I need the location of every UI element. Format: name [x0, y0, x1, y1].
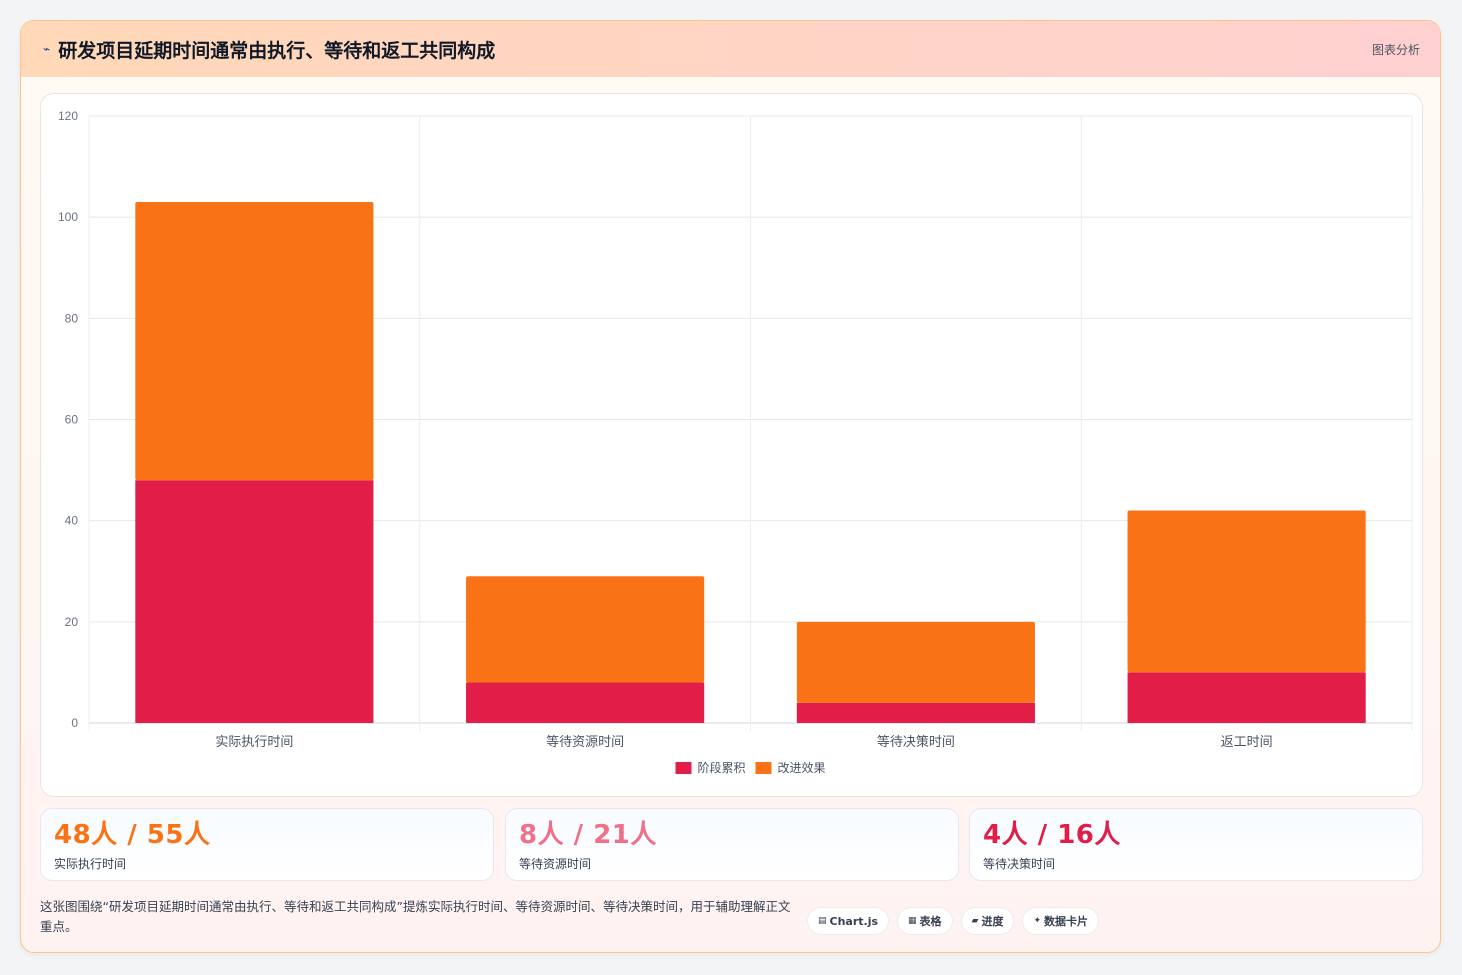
chart-panel: 0 20 40 60 80 100 120 实际执行时间 等待资源时间 等待决策时间 返工时间阶段累…	[40, 93, 1423, 797]
x-tick-label: 实际执行时间	[215, 735, 293, 750]
stat-cards: 48人 / 55人 实际执行时间 8人 / 21人 等待资源时间 4人 / 16…	[40, 808, 1423, 881]
bar-improvement-effect	[796, 621, 1035, 703]
card-header: ⌁ 研发项目延期时间通常由执行、等待和返工共同构成 图表分析	[21, 21, 1440, 77]
stat-value: 4人 / 16人	[983, 820, 1121, 850]
chart-icon: ▤	[818, 916, 827, 926]
bar-stage-accumulation	[796, 702, 1035, 723]
y-tick-label: 120	[58, 109, 78, 123]
chip-chartjs[interactable]: ▤ Chart.js	[807, 907, 890, 935]
y-tick-label: 80	[65, 311, 79, 325]
chart-line-icon: ⌁	[43, 42, 51, 56]
tech-chips: ▤ Chart.js ▦ 表格 ▰ 进度 ✦ 数据卡片	[807, 907, 1100, 935]
chip-table[interactable]: ▦ 表格	[897, 907, 953, 935]
stat-label: 实际执行时间	[54, 857, 127, 871]
stacked-bar-chart: 0 20 40 60 80 100 120 实际执行时间 等待资源时间 等待决策时间 返工时间阶段累…	[58, 109, 1413, 775]
y-tick-label: 60	[65, 413, 79, 427]
chip-progress[interactable]: ▰ 进度	[960, 907, 1015, 935]
bar-stage-accumulation	[1127, 672, 1366, 723]
chart-card: ⌁ 研发项目延期时间通常由执行、等待和返工共同构成 图表分析 0 20 40 60 80…	[20, 20, 1441, 953]
x-tick-label: 返工时间	[1221, 735, 1273, 750]
x-tick-label: 等待资源时间	[546, 734, 624, 750]
chip-label: Chart.js	[829, 914, 879, 928]
bar-improvement-effect	[1127, 510, 1366, 673]
legend-swatch	[755, 762, 772, 774]
bar-improvement-effect	[135, 201, 374, 481]
progress-icon: ▰	[971, 916, 979, 926]
y-tick-label: 0	[71, 716, 78, 730]
stat-card-decision-wait: 4人 / 16人 等待决策时间	[969, 808, 1423, 881]
bar-stage-accumulation	[135, 480, 374, 723]
y-tick-label: 100	[58, 210, 78, 224]
legend-label: 改进效果	[778, 760, 826, 775]
chip-label: 进度	[981, 915, 1004, 928]
sparkle-icon: ✦	[1033, 916, 1042, 926]
legend-label: 阶段累积	[698, 760, 746, 775]
bar-stage-accumulation	[466, 682, 705, 723]
chart-title: 研发项目延期时间通常由执行、等待和返工共同构成	[58, 39, 496, 62]
stat-card-resource-wait: 8人 / 21人 等待资源时间	[505, 808, 959, 881]
chip-data-card[interactable]: ✦ 数据卡片	[1022, 907, 1100, 935]
stat-card-execution: 48人 / 55人 实际执行时间	[40, 808, 494, 881]
y-tick-label: 20	[65, 615, 79, 629]
stat-value: 8人 / 21人	[519, 820, 657, 850]
chart-analysis-tag: 图表分析	[1371, 43, 1420, 57]
stat-value: 48人 / 55人	[54, 820, 211, 850]
chip-label: 表格	[919, 915, 942, 928]
chip-label: 数据卡片	[1044, 915, 1089, 928]
x-tick-label: 等待决策时间	[877, 734, 955, 750]
chart-description: 这张图围绕“研发项目延期时间通常由执行、等待和返工共同构成”提炼实际执行时间、等…	[40, 899, 791, 934]
table-icon: ▦	[908, 916, 917, 926]
legend-swatch	[675, 762, 692, 774]
stat-label: 等待决策时间	[983, 857, 1056, 871]
stat-label: 等待资源时间	[519, 857, 592, 871]
bar-improvement-effect	[466, 576, 705, 683]
y-tick-label: 40	[65, 514, 79, 528]
